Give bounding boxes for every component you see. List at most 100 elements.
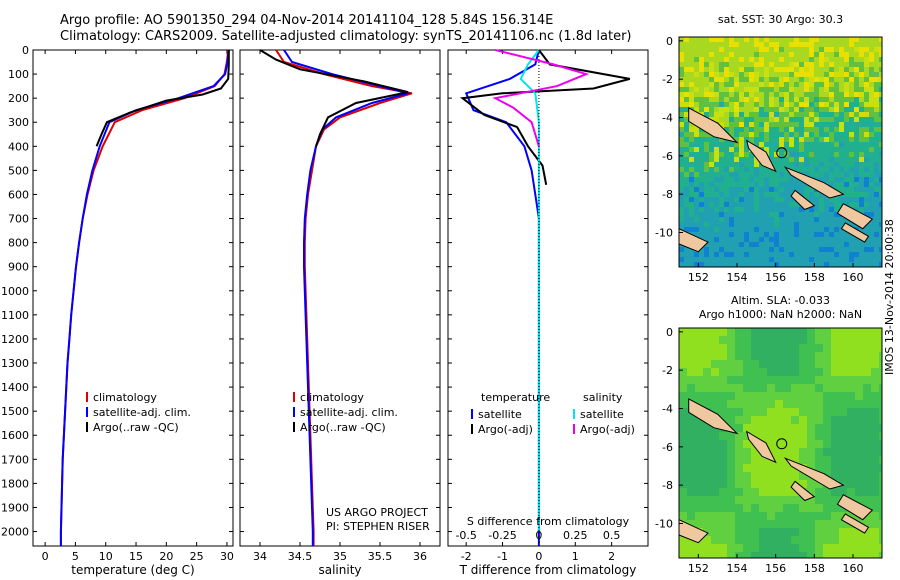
depth-tick-label: 0 [22,44,29,57]
temperature-series-2-line [95,50,230,147]
depth-tick-label: 1900 [1,501,29,514]
sla_map-title: Altim. SLA: -0.033 [731,294,830,307]
sst_map-ytick-label: -4 [662,112,673,125]
sst_map-ytick-label: 0 [666,35,673,48]
temperature-xtick-label: 5 [72,550,79,563]
depth-tick-label: 600 [8,188,29,201]
temperature-legend-label: climatology [93,391,157,404]
sst_map-land [840,222,870,243]
difference-legend-label: satellite [580,408,624,421]
sst_map-ytick-label: -2 [662,73,673,86]
sla_map-land [745,430,777,464]
difference-legend-title-salinity: salinity [583,391,623,404]
depth-tick-label: 1200 [1,333,29,346]
sla_map-xtick-label: 160 [843,562,864,575]
depth-tick-label: 900 [8,261,29,274]
temperature-xtick-label: 20 [159,550,173,563]
temperature-xtick-label: 15 [129,550,143,563]
salinity-xtick-label: 36 [413,550,427,563]
sst_map-ytick-label: -8 [662,188,673,201]
sst_map-land [783,166,845,199]
sst_map-field [679,37,882,267]
depth-tick-label: 100 [8,68,29,81]
difference-xtick-label: 2 [608,550,615,563]
temperature-xtick-label: 10 [99,550,113,563]
sla_map-land [836,494,874,521]
depth-tick-label: 1000 [1,285,29,298]
depth-tick-label: 1500 [1,405,29,418]
difference-xtick-label: 0 [535,550,542,563]
difference-series-1-line [459,49,631,185]
difference-axes-frame [447,49,649,547]
temperature-xtick-label: 25 [190,550,204,563]
sla_map-land [790,480,816,502]
salinity-series-0-line [275,49,413,546]
sla_map-ytick-label: -8 [662,479,673,492]
salinity-xtick-label: 34 [253,550,267,563]
difference-legend-title-temperature: temperature [481,391,550,404]
temperature-xtick-label: 0 [42,550,49,563]
difference-s-tick-label: 0.5 [603,529,621,542]
sst_map-frame [678,36,883,268]
salinity-legend-label: climatology [300,391,364,404]
difference-s-axis-label: S difference from climatology [467,515,630,528]
sla_map-subtitle: Argo h1000: NaN h2000: NaN [699,308,862,321]
temperature-axes-frame [32,49,234,547]
depth-tick-label: 1100 [1,309,29,322]
temperature-legend-label: Argo(..raw -QC) [93,421,179,434]
difference-xtick-label: -2 [461,550,472,563]
sla_map-land [840,513,870,534]
difference-series-3-line [492,49,590,147]
depth-tick-label: 200 [8,92,29,105]
sla_map-xtick-label: 158 [804,562,825,575]
difference-xlabel: T difference from climatology [459,563,637,577]
salinity-series-1-line [283,49,412,546]
salinity-legend-label: Argo(..raw -QC) [300,421,386,434]
depth-tick-label: 500 [8,164,29,177]
figure-title-line2: Climatology: CARS2009. Satellite-adjuste… [60,29,632,44]
depth-tick-label: 2000 [1,526,29,539]
figure-title-line1: Argo profile: AO 5901350_294 04-Nov-2014… [60,13,554,28]
difference-series-2-line [519,49,540,532]
difference-s-tick-label: -0.25 [488,529,516,542]
temperature-xlabel: temperature (deg C) [71,563,194,577]
depth-tick-label: 400 [8,140,29,153]
sst_map-land [790,189,816,211]
temperature-series-1-line [59,49,230,546]
project-note-line1: US ARGO PROJECT [326,506,428,519]
depth-tick-label: 1600 [1,429,29,442]
sla_map-xtick-label: 156 [765,562,786,575]
sla_map-argo-marker [776,438,788,450]
difference-legend-label: Argo(-adj) [478,423,533,436]
salinity-xtick-label: 34.5 [288,550,313,563]
sla_map-ytick-label: -10 [655,518,673,531]
depth-tick-label: 700 [8,213,29,226]
depth-tick-label: 1800 [1,477,29,490]
sla_map-xtick-label: 152 [688,562,709,575]
sst_map-xtick-label: 152 [688,271,709,284]
sla_map-ytick-label: -4 [662,403,673,416]
sst_map-land [836,203,874,230]
difference-xtick-label: 1 [572,550,579,563]
sst_map-argo-marker [776,147,788,159]
depth-tick-label: 1700 [1,453,29,466]
difference-legend-label: satellite [478,408,522,421]
salinity-xlabel: salinity [318,563,361,577]
difference-s-tick-label: 0 [535,529,542,542]
sst_map-title: sat. SST: 30 Argo: 30.3 [718,13,843,26]
salinity-series-2-line [259,49,409,147]
sla_map-land [783,457,845,490]
difference-series-0-line [464,49,540,546]
difference-legend-label: Argo(-adj) [580,423,635,436]
depth-tick-label: 300 [8,116,29,129]
sst_map-ytick-label: -10 [655,227,673,240]
sla_map-ytick-label: 0 [666,326,673,339]
salinity-xtick-label: 35 [333,550,347,563]
sst_map-land [688,107,739,144]
temperature-xtick-label: 30 [220,550,234,563]
project-note-line2: PI: STEPHEN RISER [326,520,430,533]
depth-tick-label: 800 [8,237,29,250]
sst_map-ytick-label: -6 [662,150,673,163]
temperature-legend-label: satellite-adj. clim. [93,406,191,419]
